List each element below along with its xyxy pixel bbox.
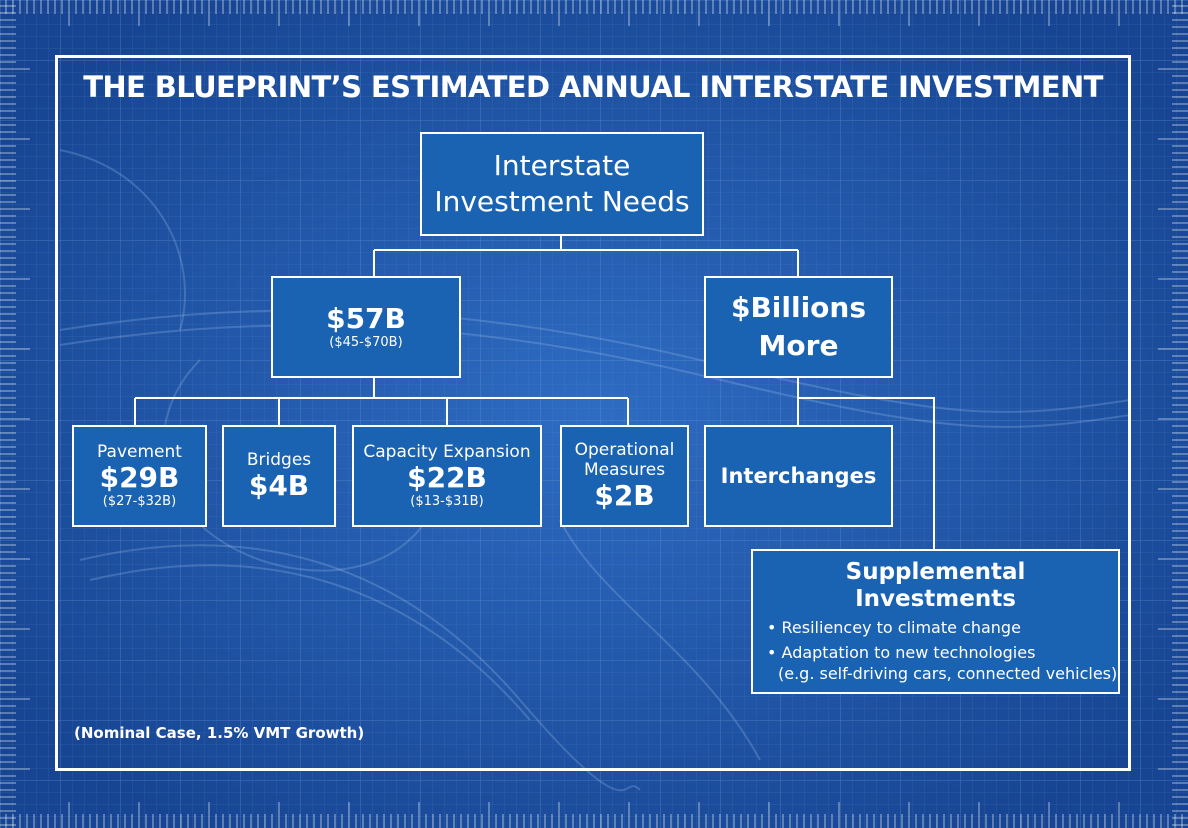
bridges-label: Bridges (246, 450, 312, 470)
adaptation-text: • Adaptation to new technologies (767, 643, 1036, 662)
more-line1: $Billions (730, 291, 867, 324)
page-title: THE BLUEPRINT’S ESTIMATED ANNUAL INTERST… (83, 70, 1103, 104)
adaptation-example: (e.g. self-driving cars, connected vehic… (778, 664, 1118, 683)
bridges-value: $4B (248, 469, 310, 502)
operational-value: $2B (594, 479, 655, 512)
capacity-range: ($13-$31B) (410, 494, 484, 509)
operational-label-line1: Operational (574, 440, 675, 460)
supplemental-title-line2: Investments (855, 586, 1016, 612)
capacity-expansion-box: Capacity Expansion $22B ($13-$31B) (352, 425, 542, 527)
supplemental-title-line1: Supplemental (845, 559, 1026, 585)
operational-label-line2: Measures (583, 460, 666, 480)
supplemental-bullet-resiliency: • Resiliencey to climate change (767, 618, 1021, 637)
supplemental-bullet-adaptation: • Adaptation to new technologies (e.g. s… (767, 642, 1118, 684)
supplemental-investments-box: Supplemental Investments • Resiliencey t… (751, 549, 1120, 694)
capacity-value: $22B (407, 461, 487, 494)
interchanges-label: Interchanges (720, 464, 877, 488)
interchanges-box: Interchanges (704, 425, 893, 527)
footnote: (Nominal Case, 1.5% VMT Growth) (74, 724, 365, 742)
core-range: ($45-$70B) (329, 335, 403, 350)
operational-measures-box: Operational Measures $2B (560, 425, 689, 527)
core-investment-box: $57B ($45-$70B) (271, 276, 461, 378)
root-label-line2: Investment Needs (434, 185, 690, 218)
blueprint-frame (55, 55, 1131, 771)
root-label-line1: Interstate (493, 149, 631, 182)
bridges-box: Bridges $4B (222, 425, 336, 527)
supplemental-list: • Resiliencey to climate change • Adapta… (753, 617, 1118, 688)
capacity-label: Capacity Expansion (363, 442, 531, 462)
pavement-value: $29B (99, 461, 180, 494)
pavement-range: ($27-$32B) (102, 494, 177, 509)
interstate-investment-needs-box: Interstate Investment Needs (420, 132, 704, 236)
billions-more-box: $Billions More (704, 276, 893, 378)
more-line2: More (758, 329, 839, 362)
core-value: $57B (326, 302, 406, 335)
pavement-label: Pavement (97, 442, 182, 462)
pavement-box: Pavement $29B ($27-$32B) (72, 425, 207, 527)
